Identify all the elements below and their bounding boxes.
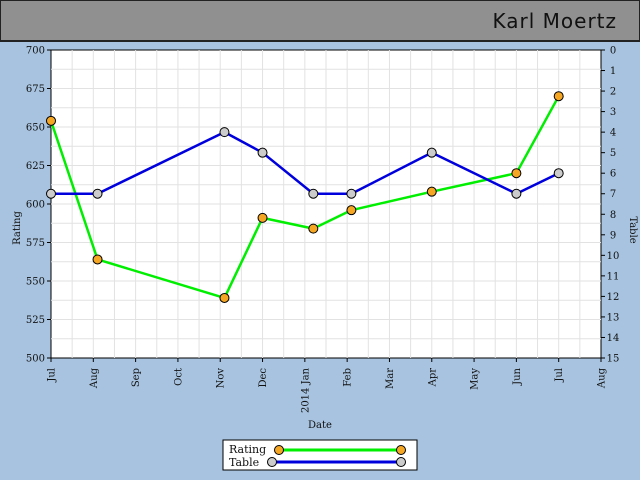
data-point-rating	[46, 115, 56, 126]
y2-tick-label: 7	[610, 189, 616, 200]
legend-marker-rating-end	[396, 445, 406, 455]
y-tick-label: 625	[26, 161, 45, 172]
y-axis-left: 500 525 550 575 600 625 650 675 700	[26, 46, 51, 365]
x-tick-label: Oct	[173, 368, 184, 386]
data-point-rating	[308, 223, 319, 234]
y-tick-label: 700	[26, 46, 45, 57]
y2-tick-label: 10	[607, 251, 620, 262]
data-point-rating	[219, 292, 230, 303]
x-tick-label: Aug	[89, 367, 100, 389]
y2-tick-label: 15	[607, 354, 620, 365]
y2-tick-label: 11	[607, 271, 620, 282]
data-point-table	[426, 147, 437, 158]
x-tick-label: Sep	[131, 368, 142, 387]
grid-lines	[51, 50, 601, 358]
legend-marker-table-start	[267, 457, 277, 467]
x-tick-label: 2014 Jan	[300, 367, 311, 413]
x-tick-label: Jul	[554, 368, 565, 383]
y-tick-label: 575	[26, 238, 45, 249]
data-point-table	[511, 188, 522, 199]
data-point-table	[308, 188, 319, 199]
x-tick-label: Jun	[512, 367, 523, 385]
series-layer	[46, 91, 564, 303]
data-point-rating	[92, 254, 103, 265]
x-tick-label: Jul	[47, 368, 58, 383]
data-point-rating	[553, 91, 564, 102]
x-axis-title: Date	[308, 420, 332, 431]
x-tick-label: Nov	[216, 368, 227, 389]
data-point-table	[46, 188, 56, 199]
y2-tick-label: 1	[610, 66, 616, 77]
y2-tick-label: 8	[610, 210, 616, 221]
y-tick-label: 650	[26, 123, 45, 134]
x-axis: Jul Aug Sep Oct Nov Dec 2014 Jan Feb Mar Apr May Ju…	[47, 358, 608, 413]
header-bar: Karl Moertz	[0, 0, 640, 42]
y-tick-label: 550	[26, 277, 45, 288]
y2-tick-label: 9	[610, 230, 616, 241]
y2-tick-label: 2	[610, 87, 616, 98]
y2-tick-label: 0	[610, 46, 616, 57]
header-title: Karl Moertz	[492, 9, 617, 33]
legend-box	[222, 439, 418, 471]
legend-marker-rating-start	[274, 445, 284, 455]
x-tick-label: Apr	[427, 368, 438, 388]
data-point-table	[219, 127, 230, 138]
x-tick-label: Feb	[343, 368, 354, 387]
data-point-table	[257, 147, 268, 158]
x-tick-label: Dec	[258, 368, 269, 388]
y-tick-label: 500	[26, 354, 45, 365]
y2-tick-label: 4	[610, 128, 616, 139]
y2-tick-label: 12	[607, 292, 620, 303]
y-tick-label: 675	[26, 84, 45, 95]
data-point-rating	[426, 186, 437, 197]
x-tick-label: Mar	[385, 368, 396, 389]
y2-tick-label: 13	[607, 312, 620, 323]
data-point-table	[553, 168, 564, 179]
legend-label-table: Table	[229, 456, 259, 469]
x-tick-label: Aug	[597, 367, 608, 389]
data-point-table	[92, 188, 103, 199]
data-point-rating	[511, 168, 522, 179]
x-tick-label: May	[470, 368, 481, 390]
y2-tick-label: 5	[610, 148, 616, 159]
legend-marker-table-end	[396, 457, 406, 467]
legend: Rating Table	[222, 439, 418, 471]
y2-tick-label: 6	[610, 169, 616, 180]
legend-label-rating: Rating	[229, 443, 266, 456]
y2-tick-label: 3	[610, 107, 616, 118]
y-tick-label: 525	[26, 315, 45, 326]
data-point-rating	[257, 212, 268, 223]
data-point-table	[346, 188, 357, 199]
y-tick-label: 600	[26, 200, 45, 211]
y2-tick-label: 14	[607, 333, 620, 344]
data-point-rating	[346, 205, 357, 216]
y2-axis-title: Table	[627, 216, 638, 243]
y-axis-title: Rating	[12, 211, 23, 245]
